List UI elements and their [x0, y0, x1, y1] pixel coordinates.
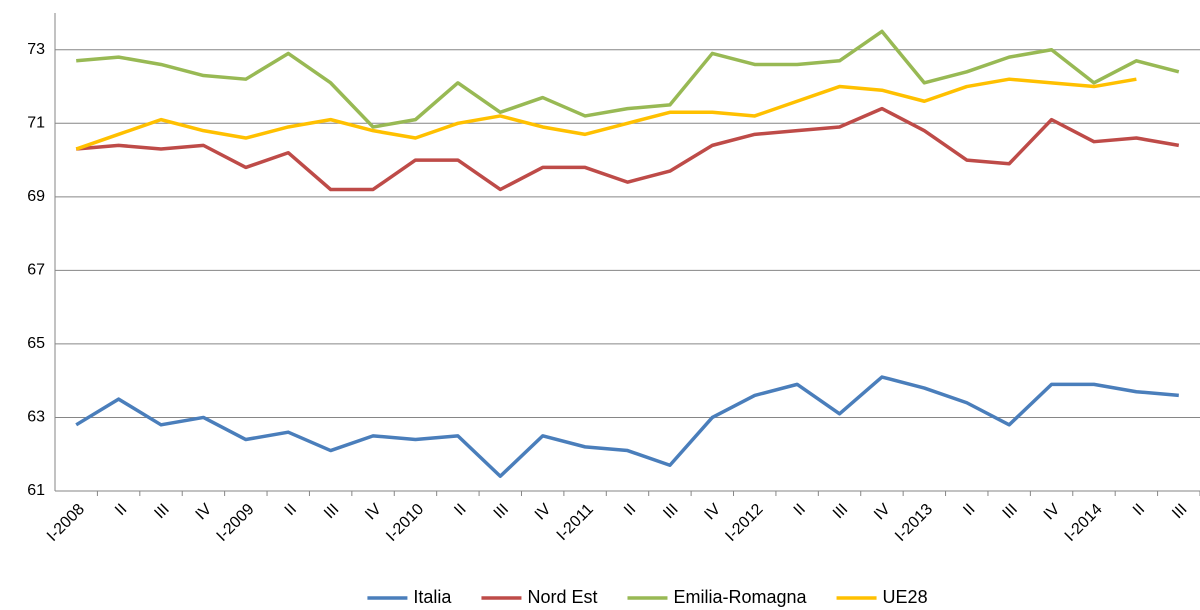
x-tick-label: III	[321, 501, 342, 522]
y-tick-label: 69	[27, 188, 45, 205]
series-line	[76, 29, 1180, 129]
y-tick-label: 65	[27, 335, 45, 352]
y-tick-label: 73	[27, 41, 45, 58]
x-tick-label: II	[960, 501, 978, 519]
x-tick-label: I-2011	[554, 501, 597, 544]
x-tick-label: I-2012	[722, 501, 766, 545]
series-line	[76, 106, 1180, 192]
x-tick-label: III	[1000, 501, 1021, 522]
legend-label: Nord Est	[527, 587, 597, 607]
x-tick-label: IV	[701, 501, 724, 524]
x-tick-label: III	[151, 501, 172, 522]
x-tick-label: I-2014	[1062, 501, 1106, 545]
x-tick-label: I-2009	[214, 501, 258, 545]
x-tick-label: III	[1169, 501, 1190, 522]
x-tick-label: II	[1130, 501, 1148, 519]
y-tick-label: 67	[27, 262, 45, 279]
x-tick-label: III	[660, 501, 681, 522]
x-tick-label: II	[282, 501, 300, 519]
y-tick-label: 61	[27, 482, 45, 499]
x-tick-label: IV	[362, 501, 385, 524]
legend-label: Emilia-Romagna	[673, 587, 807, 607]
x-tick-label: IV	[871, 501, 894, 524]
legend-label: Italia	[413, 587, 452, 607]
y-tick-label: 63	[27, 409, 45, 426]
legend-label: UE28	[883, 587, 928, 607]
x-tick-label: II	[451, 501, 469, 519]
series-line	[75, 77, 1137, 151]
x-tick-label: I-2008	[44, 501, 88, 545]
x-tick-label: I-2010	[383, 501, 427, 545]
x-tick-label: II	[112, 501, 130, 519]
x-tick-label: III	[491, 501, 512, 522]
x-tick-label: IV	[1041, 501, 1064, 524]
x-tick-label: IV	[193, 501, 216, 524]
series-line	[75, 375, 1179, 479]
y-tick-label: 71	[27, 115, 45, 132]
x-tick-label: II	[791, 501, 809, 519]
x-tick-label: II	[621, 501, 639, 519]
x-tick-label: III	[830, 501, 851, 522]
x-tick-label: IV	[532, 501, 555, 524]
x-tick-label: I-2013	[892, 501, 936, 545]
